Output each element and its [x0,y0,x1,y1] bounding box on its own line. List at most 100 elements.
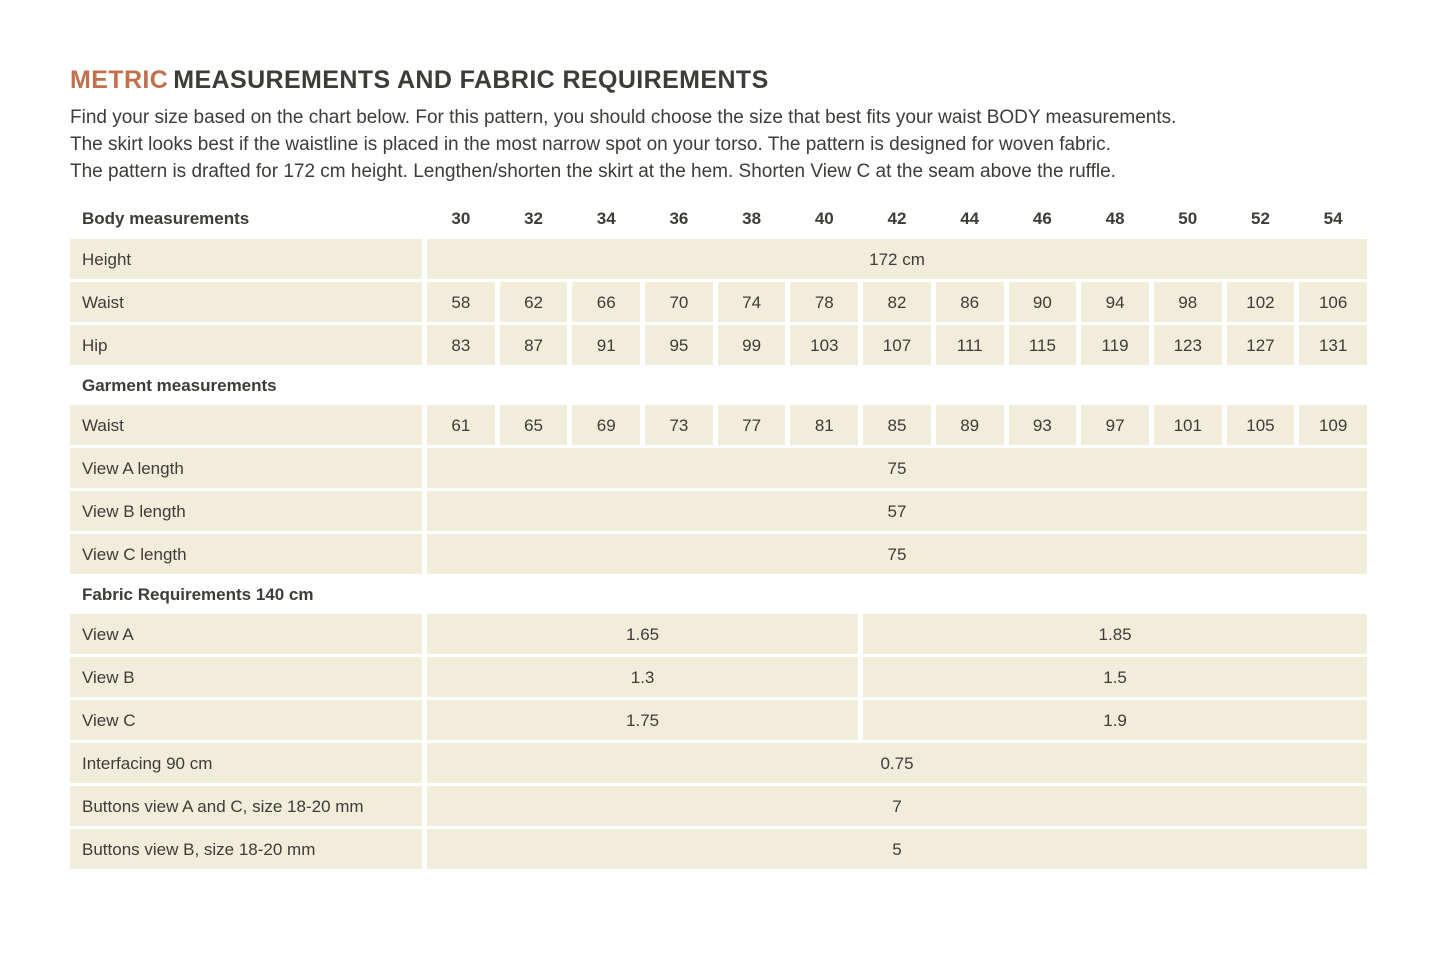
table-row-body-waist: Waist 58 62 66 70 74 78 82 86 90 94 98 1… [70,282,1367,322]
value-cell: 66 [572,282,641,322]
table-row-fabric-view-b: View B 1.3 1.5 [70,657,1367,697]
value-cell: 87 [499,325,568,365]
value-cell-sizes-42-54: 1.5 [863,657,1367,697]
section-header-body: Body measurements [82,208,250,228]
value-cell: 102 [1226,282,1295,322]
row-label: Interfacing 90 cm [70,743,422,783]
intro-line-1: Find your size based on the chart below.… [70,107,1177,128]
value-cell: 90 [1008,282,1077,322]
row-label: View A [70,614,422,654]
intro-line-3: The pattern is drafted for 172 cm height… [70,161,1116,182]
table-row-buttons-ac: Buttons view A and C, size 18-20 mm 7 [70,786,1367,826]
value-cell: 69 [572,405,641,445]
table-row-interfacing: Interfacing 90 cm 0.75 [70,743,1367,783]
value-cell-sizes-30-40: 1.75 [427,700,859,740]
row-label: Height [70,239,422,279]
size-col-header: 50 [1178,208,1198,228]
value-cell: 94 [1081,282,1149,322]
size-header-row: Body measurements 30 32 34 36 38 40 42 4… [70,200,1367,236]
value-cell: 73 [645,405,713,445]
value-cell-span: 75 [427,448,1367,488]
row-label: View B length [70,491,422,531]
value-cell: 82 [863,282,931,322]
page-title: METRIC MEASUREMENTS AND FABRIC REQUIREMEN… [70,66,1367,95]
value-cell: 131 [1299,325,1367,365]
row-label: Waist [70,405,422,445]
value-cell: 107 [863,325,931,365]
table-row-height: Height 172 cm [70,239,1367,279]
value-cell: 123 [1153,325,1222,365]
value-cell-span: 172 cm [427,239,1367,279]
size-col-header: 32 [524,208,543,228]
value-cell: 65 [499,405,568,445]
value-cell: 106 [1299,282,1367,322]
row-label: Buttons view A and C, size 18-20 mm [70,786,422,826]
size-col-header: 42 [887,208,907,228]
section-header-garment: Garment measurements [82,375,277,395]
size-col-header: 54 [1323,208,1343,228]
value-cell: 89 [935,405,1004,445]
table-row-view-a-length: View A length 75 [70,448,1367,488]
value-cell-span: 7 [427,786,1367,826]
value-cell: 81 [790,405,859,445]
row-label: Waist [70,282,422,322]
value-cell-sizes-42-54: 1.85 [863,614,1367,654]
table-row-fabric-view-c: View C 1.75 1.9 [70,700,1367,740]
value-cell: 78 [790,282,859,322]
value-cell: 70 [645,282,713,322]
row-label: View B [70,657,422,697]
table-row-fabric-view-a: View A 1.65 1.85 [70,614,1367,654]
value-cell-span: 5 [427,829,1367,869]
size-col-header: 48 [1105,208,1125,228]
value-cell-sizes-30-40: 1.65 [427,614,859,654]
value-cell: 98 [1153,282,1222,322]
value-cell: 62 [499,282,568,322]
value-cell-span: 0.75 [427,743,1367,783]
value-cell: 127 [1226,325,1295,365]
table-row-view-b-length: View B length 57 [70,491,1367,531]
section-header-fabric: Fabric Requirements 140 cm [82,584,314,604]
value-cell: 119 [1081,325,1149,365]
value-cell-span: 75 [427,534,1367,574]
value-cell: 74 [717,282,786,322]
value-cell: 93 [1008,405,1077,445]
size-col-header: 38 [742,208,762,228]
value-cell: 101 [1153,405,1222,445]
intro-text: Find your size based on the chart below.… [70,104,1367,185]
value-cell: 109 [1299,405,1367,445]
value-cell: 99 [717,325,786,365]
value-cell: 111 [935,325,1004,365]
page: METRIC MEASUREMENTS AND FABRIC REQUIREMEN… [70,66,1367,872]
value-cell: 61 [427,405,495,445]
value-cell: 115 [1008,325,1077,365]
measurement-table: Body measurements 30 32 34 36 38 40 42 4… [70,200,1367,869]
title-accent: METRIC [70,66,169,94]
row-label: View C length [70,534,422,574]
value-cell: 58 [427,282,495,322]
size-col-header: 52 [1250,208,1270,228]
size-col-header: 46 [1032,208,1052,228]
section-row-fabric: Fabric Requirements 140 cm [70,577,1367,611]
size-col-header: 34 [596,208,616,228]
value-cell: 97 [1081,405,1149,445]
intro-line-2: The skirt looks best if the waistline is… [70,134,1111,155]
row-label: View A length [70,448,422,488]
size-col-header: 44 [960,208,980,228]
value-cell: 85 [863,405,931,445]
table-row-hip: Hip 83 87 91 95 99 103 107 111 115 119 1… [70,325,1367,365]
size-col-header: 36 [669,208,689,228]
value-cell: 95 [645,325,713,365]
value-cell-sizes-30-40: 1.3 [427,657,859,697]
table-row-buttons-b: Buttons view B, size 18-20 mm 5 [70,829,1367,869]
row-label: Buttons view B, size 18-20 mm [70,829,422,869]
value-cell-span: 57 [427,491,1367,531]
title-rest: MEASUREMENTS AND FABRIC REQUIREMENTS [173,66,769,94]
section-row-garment: Garment measurements [70,368,1367,402]
value-cell: 86 [935,282,1004,322]
table-row-view-c-length: View C length 75 [70,534,1367,574]
value-cell: 83 [427,325,495,365]
value-cell: 103 [790,325,859,365]
size-col-header: 30 [451,208,471,228]
value-cell: 91 [572,325,641,365]
row-label: View C [70,700,422,740]
